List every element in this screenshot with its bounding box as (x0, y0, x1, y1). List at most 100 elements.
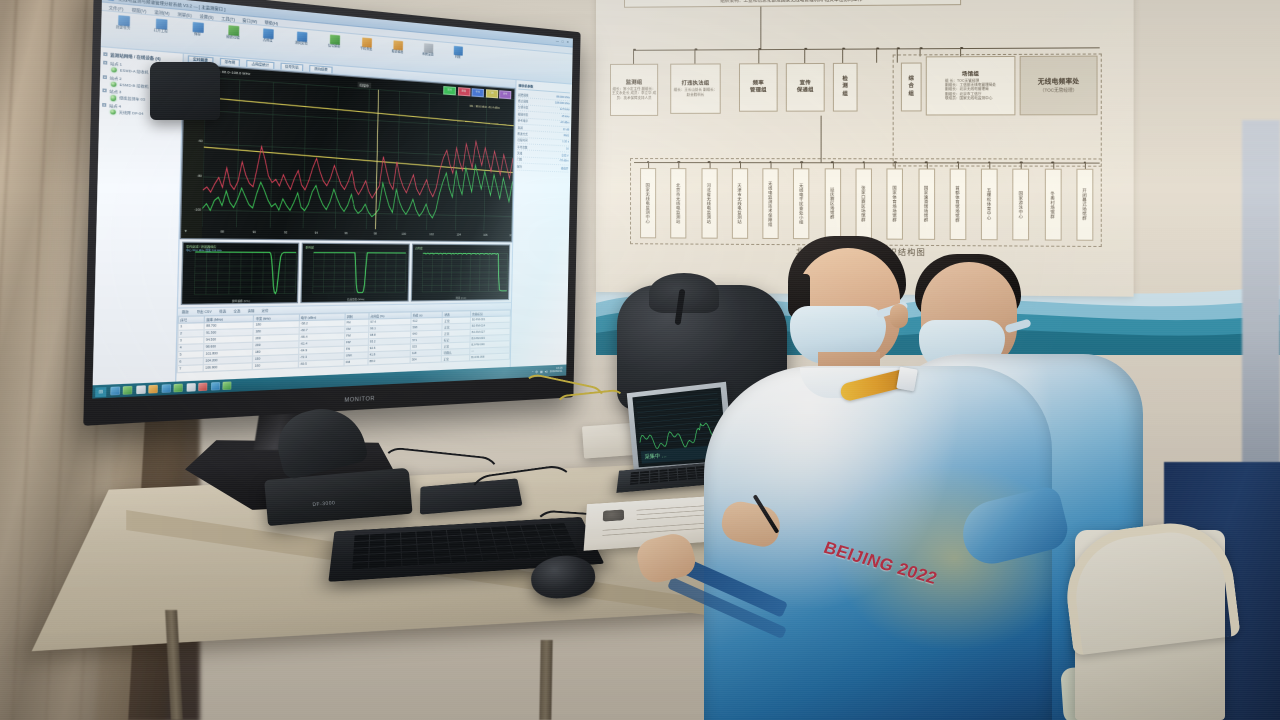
key[interactable] (467, 561, 484, 563)
tree-expander-icon[interactable]: − (103, 60, 108, 65)
measurement-panel-0[interactable]: 带内衰减 / 滤波器响应 中心 98.0 MHz 带宽 200 kHz 频率偏移 (… (180, 241, 300, 306)
view-tab-1[interactable]: 瀑布图 (219, 57, 241, 66)
desk-leg-mid (539, 640, 553, 720)
ribbon-button-信号解析[interactable]: 信号解析 (320, 33, 348, 50)
notes-icon[interactable] (185, 383, 196, 392)
key[interactable] (688, 477, 697, 480)
spectrum-display[interactable]: -20-40-60-80-100 CH 1 - 88.0–108.0 MHz 扫… (179, 63, 516, 243)
receiver-param-value: 108.000 MHz (554, 101, 570, 106)
tree-expander-icon[interactable]: − (103, 52, 108, 57)
legend-chip-峰值[interactable]: 峰值 (457, 87, 471, 97)
org-box-unit: 无线电监测技术保障组 (762, 168, 779, 240)
key[interactable] (385, 567, 401, 569)
menu-item-7[interactable]: 帮助(H) (264, 19, 279, 26)
key[interactable] (668, 478, 678, 482)
receiver-param-key: 终止频率 (518, 99, 529, 104)
view-tab-2[interactable]: 占用度统计 (246, 59, 275, 69)
legend-chip-实时[interactable]: 实时 (443, 86, 456, 96)
ribbon-button-占用度[interactable]: 占用度 (253, 27, 283, 44)
chart-app-icon[interactable] (210, 382, 220, 391)
key[interactable] (402, 566, 418, 568)
camera-icon[interactable] (198, 382, 208, 392)
wall-right-panel (1242, 120, 1280, 470)
table-cell: 7 (177, 364, 204, 373)
key[interactable] (649, 480, 659, 484)
menu-item-4[interactable]: 设置(S) (199, 13, 214, 20)
device-tree-group-label: 站点 4 (108, 103, 122, 109)
accreditation-badge (896, 366, 918, 392)
menu-item-1[interactable]: 视图(V) (131, 7, 147, 14)
table-toolbar-button-3[interactable]: 全选 (233, 309, 241, 314)
table-toolbar-button-5[interactable]: 定位 (261, 309, 269, 313)
menu-item-2[interactable]: 监测(M) (154, 9, 170, 16)
spectrum-app-icon[interactable] (135, 385, 146, 395)
table-toolbar-button-4[interactable]: 清除 (247, 309, 255, 314)
org-chart-stub (770, 162, 772, 169)
org-box-publicity: 宣传 保通组 (785, 62, 825, 112)
measurement-panel-2[interactable]: 占用度 时间 (min) (410, 243, 511, 302)
ribbon-button-打开工程[interactable]: 打开工程 (145, 17, 177, 35)
view-tab-4[interactable]: 测向结果 (309, 64, 333, 73)
legend-chip-门限[interactable]: 门限 (485, 89, 498, 99)
key[interactable] (418, 565, 435, 567)
edge-browser-icon[interactable] (109, 386, 120, 396)
ribbon-button-保存[interactable]: 保存 (182, 21, 213, 39)
ribbon-button-报表输出[interactable]: 报表输出 (384, 39, 411, 55)
taskbar-clock[interactable]: 14:26 2022/02/11 (550, 366, 563, 373)
menu-item-0[interactable]: 文件(F) (108, 4, 124, 12)
key[interactable] (451, 563, 467, 565)
laptop-screen[interactable]: 采集中 … (632, 387, 728, 468)
tree-expander-icon[interactable]: − (102, 103, 107, 107)
key[interactable] (435, 564, 451, 566)
ribbon-button-频谱扫描[interactable]: 频谱扫描 (218, 24, 248, 41)
ribbon-button-测向定位[interactable]: 测向定位 (287, 30, 316, 47)
key[interactable] (639, 481, 649, 485)
tray-volume-icon[interactable]: ◂)) (544, 368, 548, 374)
key[interactable] (630, 482, 639, 486)
file-explorer-icon[interactable] (122, 385, 133, 395)
legend-chip-参考[interactable]: 参考 (499, 90, 512, 100)
scale-down-arrow-icon[interactable]: ▼ (183, 228, 188, 234)
ribbon-button-干扰查处[interactable]: 干扰查处 (353, 36, 380, 52)
key[interactable] (351, 569, 368, 571)
window-minimize-button[interactable]: — (555, 38, 559, 44)
table-toolbar-button-0[interactable]: 刷新 (181, 310, 189, 315)
spectrum-app-window: 无线电监测与频谱管理分析系统 V3.2 — [ 主监测窗口 ] — □ ✕ 文件… (92, 0, 573, 399)
menu-item-3[interactable]: 测量(E) (177, 11, 192, 18)
key[interactable] (516, 558, 532, 560)
org-chart-stub (1052, 162, 1054, 169)
key[interactable] (678, 477, 688, 481)
receiver-param-row-11[interactable]: 保持 峰值开 (516, 163, 569, 173)
tree-expander-icon[interactable]: − (102, 88, 107, 93)
db-app-icon[interactable] (222, 381, 232, 390)
tray-overflow-icon[interactable]: ^ (532, 369, 534, 374)
mail-icon[interactable] (148, 384, 158, 394)
spectrum-x-tick: 90 (252, 230, 257, 235)
menu-item-5[interactable]: 工具(T) (221, 15, 235, 22)
key[interactable] (659, 479, 668, 483)
spectrum-plot-area[interactable]: CH 1 - 88.0–108.0 MHz 扫描中 M1 : 98.6 MHz … (201, 65, 515, 242)
signal-table: 序号 频率 (MHz) 带宽 (kHz) 电平 (dBm) 调制 占用度 (%) 持续 (s… (177, 309, 511, 373)
window-maximize-button[interactable]: □ (561, 39, 564, 44)
ribbon-button-回放[interactable]: 回放 (445, 45, 470, 61)
window-close-button[interactable]: ✕ (566, 39, 570, 45)
measurement-panel-1[interactable]: 群时延 信道带宽 (MHz) (300, 242, 410, 304)
tree-expander-icon[interactable]: − (102, 74, 107, 79)
menu-item-6[interactable]: 窗口(W) (242, 17, 258, 24)
key[interactable] (532, 557, 548, 559)
start-button[interactable]: ⊞ (95, 386, 107, 397)
ribbon-button-系统设置[interactable]: 系统设置 (415, 42, 441, 58)
tray-ime-icon[interactable]: 中 (535, 369, 539, 374)
view-tab-3[interactable]: 信号列表 (280, 61, 304, 71)
key[interactable] (484, 560, 500, 562)
key[interactable] (500, 559, 516, 561)
monitor-app-icon[interactable] (160, 384, 171, 393)
legend-chip-平均[interactable]: 平均 (471, 88, 484, 98)
table-toolbar-button-2[interactable]: 筛选 (219, 310, 227, 314)
terminal-icon[interactable] (173, 383, 183, 393)
key[interactable] (368, 568, 385, 570)
device-status-online-icon (110, 109, 117, 115)
tray-network-icon[interactable]: ▦ (540, 369, 543, 374)
ribbon-button-新建任务[interactable]: 新建任务 (107, 14, 140, 32)
table-toolbar-button-1[interactable]: 导出 CSV (196, 310, 212, 315)
